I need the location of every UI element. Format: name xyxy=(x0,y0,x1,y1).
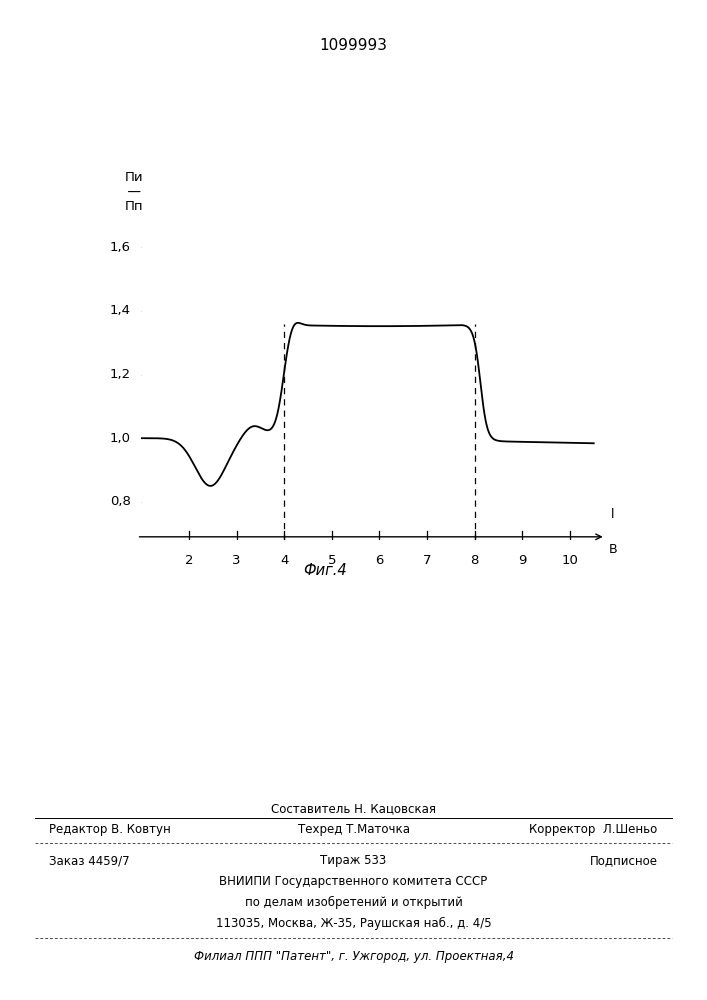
Text: 8: 8 xyxy=(471,554,479,567)
Text: 6: 6 xyxy=(375,554,384,567)
Text: 4: 4 xyxy=(280,554,288,567)
Text: Заказ 4459/7: Заказ 4459/7 xyxy=(49,854,130,867)
Text: 0,8: 0,8 xyxy=(110,495,131,508)
Text: 1,0: 1,0 xyxy=(110,432,131,445)
Text: 1,2: 1,2 xyxy=(110,368,131,381)
Text: Пи: Пи xyxy=(125,171,144,184)
Text: Техред Т.Маточка: Техред Т.Маточка xyxy=(298,823,409,836)
Text: 9: 9 xyxy=(518,554,527,567)
Text: 3: 3 xyxy=(233,554,241,567)
Text: В: В xyxy=(609,543,617,556)
Text: 113035, Москва, Ж-35, Раушская наб., д. 4/5: 113035, Москва, Ж-35, Раушская наб., д. … xyxy=(216,917,491,930)
Text: Подписное: Подписное xyxy=(590,854,658,867)
Text: 5: 5 xyxy=(327,554,336,567)
Text: 7: 7 xyxy=(423,554,431,567)
Text: Составитель Н. Кацовская: Составитель Н. Кацовская xyxy=(271,802,436,815)
Text: Пп: Пп xyxy=(125,200,144,213)
Text: Филиал ППП "Патент", г. Ужгород, ул. Проектная,4: Филиал ППП "Патент", г. Ужгород, ул. Про… xyxy=(194,950,513,963)
Text: Тираж 533: Тираж 533 xyxy=(320,854,387,867)
Text: 1099993: 1099993 xyxy=(320,38,387,53)
Text: Редактор В. Ковтун: Редактор В. Ковтун xyxy=(49,823,171,836)
Text: l: l xyxy=(611,508,614,521)
Text: Корректор  Л.Шеньо: Корректор Л.Шеньо xyxy=(530,823,658,836)
Text: 1,4: 1,4 xyxy=(110,304,131,317)
Text: 1,6: 1,6 xyxy=(110,241,131,254)
Text: ВНИИПИ Государственного комитета СССР: ВНИИПИ Государственного комитета СССР xyxy=(219,875,488,888)
Text: 2: 2 xyxy=(185,554,193,567)
Text: по делам изобретений и открытий: по делам изобретений и открытий xyxy=(245,896,462,909)
Text: Фиг.4: Фиг.4 xyxy=(303,563,347,578)
Text: 10: 10 xyxy=(561,554,578,567)
